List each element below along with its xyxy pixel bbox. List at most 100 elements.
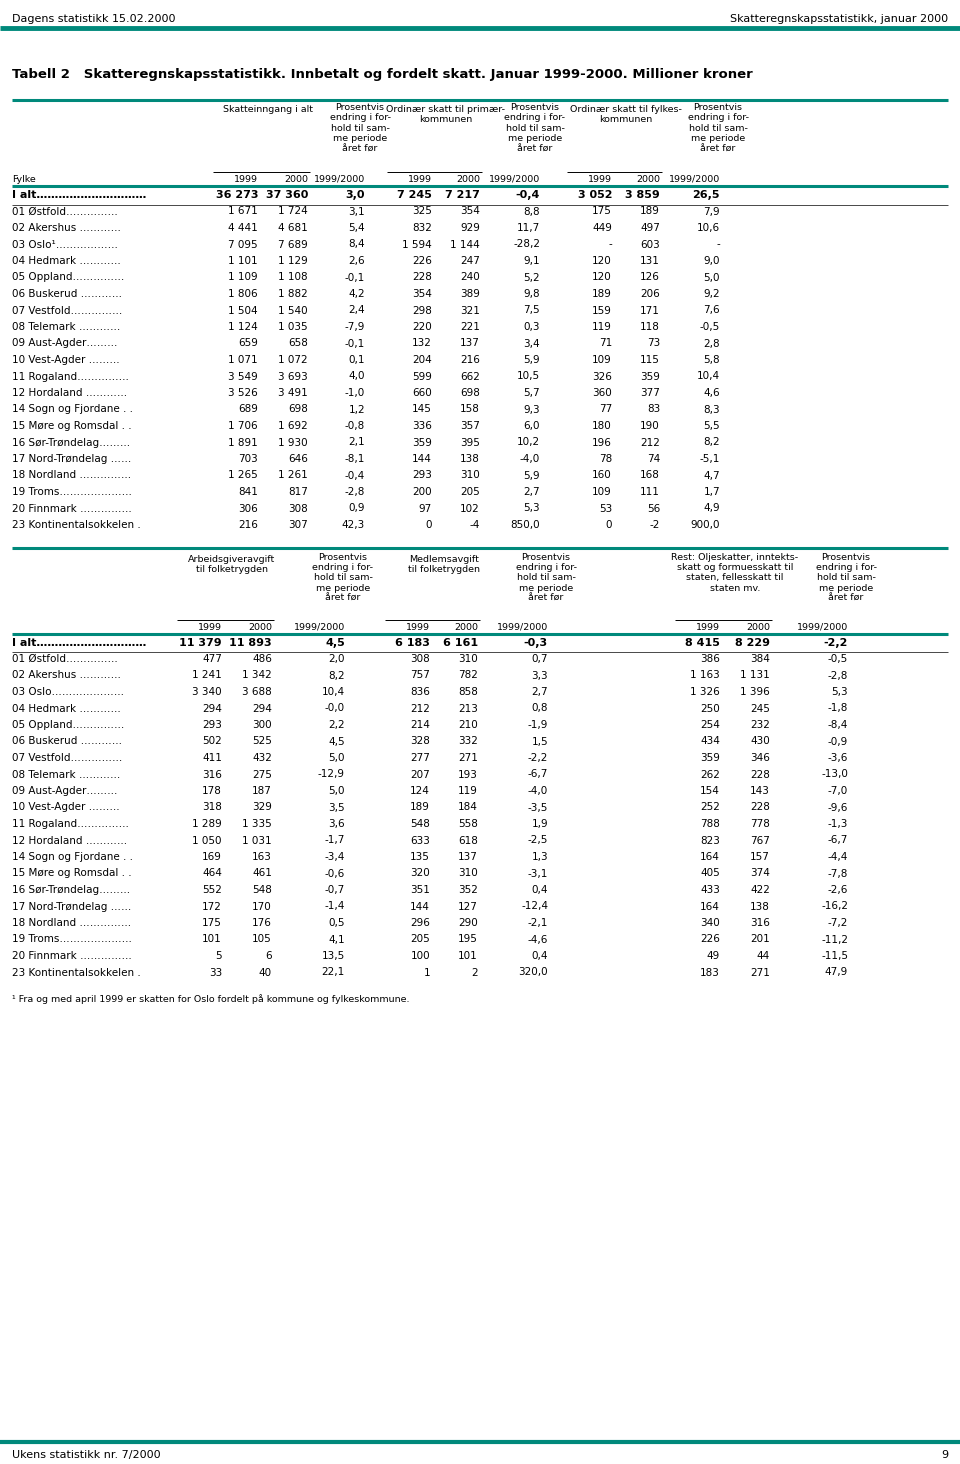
Text: 8,8: 8,8 bbox=[523, 206, 540, 217]
Text: 1 540: 1 540 bbox=[278, 306, 308, 316]
Text: 1 163: 1 163 bbox=[690, 671, 720, 681]
Text: 196: 196 bbox=[592, 438, 612, 448]
Text: 40: 40 bbox=[259, 968, 272, 978]
Text: 03 Oslo¹………………: 03 Oslo¹……………… bbox=[12, 240, 118, 249]
Text: -3,4: -3,4 bbox=[324, 852, 345, 862]
Text: 2000: 2000 bbox=[284, 176, 308, 184]
Text: 1 072: 1 072 bbox=[278, 354, 308, 365]
Text: 778: 778 bbox=[750, 818, 770, 829]
Text: 169: 169 bbox=[203, 852, 222, 862]
Text: I alt…………………………: I alt………………………… bbox=[12, 637, 146, 647]
Text: 359: 359 bbox=[700, 752, 720, 763]
Text: 552: 552 bbox=[203, 886, 222, 895]
Text: 359: 359 bbox=[412, 438, 432, 448]
Text: 49: 49 bbox=[707, 952, 720, 960]
Text: -1,0: -1,0 bbox=[345, 388, 365, 398]
Text: 633: 633 bbox=[410, 836, 430, 846]
Text: -0,1: -0,1 bbox=[345, 272, 365, 283]
Text: 1 144: 1 144 bbox=[450, 240, 480, 249]
Text: 119: 119 bbox=[458, 786, 478, 796]
Text: 200: 200 bbox=[413, 488, 432, 496]
Text: Prosentvis
endring i for-
hold til sam-
me periode
året før: Prosentvis endring i for- hold til sam- … bbox=[329, 102, 391, 154]
Text: 19 Troms…………………: 19 Troms………………… bbox=[12, 488, 132, 496]
Text: -7,9: -7,9 bbox=[345, 322, 365, 332]
Text: 5,8: 5,8 bbox=[704, 354, 720, 365]
Text: 1 882: 1 882 bbox=[278, 288, 308, 299]
Text: -2,8: -2,8 bbox=[828, 671, 848, 681]
Text: 1 396: 1 396 bbox=[740, 687, 770, 697]
Text: 8,4: 8,4 bbox=[348, 240, 365, 249]
Text: -9,6: -9,6 bbox=[828, 802, 848, 813]
Text: 213: 213 bbox=[458, 704, 478, 713]
Text: 20 Finnmark ……………: 20 Finnmark …………… bbox=[12, 952, 132, 960]
Text: 0,4: 0,4 bbox=[532, 886, 548, 895]
Text: -: - bbox=[716, 240, 720, 249]
Text: 1999: 1999 bbox=[406, 622, 430, 631]
Text: 646: 646 bbox=[288, 454, 308, 464]
Text: 316: 316 bbox=[750, 918, 770, 928]
Text: -2: -2 bbox=[650, 520, 660, 530]
Text: Arbeidsgiveravgift
til folketrygden: Arbeidsgiveravgift til folketrygden bbox=[188, 555, 276, 574]
Text: 0,3: 0,3 bbox=[523, 322, 540, 332]
Text: 7 217: 7 217 bbox=[445, 190, 480, 201]
Text: 5,2: 5,2 bbox=[523, 272, 540, 283]
Text: -7,2: -7,2 bbox=[828, 918, 848, 928]
Text: 328: 328 bbox=[410, 736, 430, 747]
Text: Dagens statistikk 15.02.2000: Dagens statistikk 15.02.2000 bbox=[12, 15, 176, 23]
Text: 660: 660 bbox=[412, 388, 432, 398]
Text: 184: 184 bbox=[458, 802, 478, 813]
Text: 5,7: 5,7 bbox=[523, 388, 540, 398]
Text: 157: 157 bbox=[750, 852, 770, 862]
Text: 78: 78 bbox=[599, 454, 612, 464]
Text: 170: 170 bbox=[252, 902, 272, 912]
Text: 17 Nord-Trøndelag ……: 17 Nord-Trøndelag …… bbox=[12, 454, 132, 464]
Text: -0,3: -0,3 bbox=[524, 637, 548, 647]
Text: Tabell 2   Skatteregnskapsstatistikk. Innbetalt og fordelt skatt. Januar 1999-20: Tabell 2 Skatteregnskapsstatistikk. Innb… bbox=[12, 67, 753, 81]
Text: -11,5: -11,5 bbox=[821, 952, 848, 960]
Text: 19 Troms…………………: 19 Troms………………… bbox=[12, 934, 132, 944]
Text: 8 415: 8 415 bbox=[685, 637, 720, 647]
Text: 307: 307 bbox=[288, 520, 308, 530]
Text: 310: 310 bbox=[460, 470, 480, 480]
Text: 1: 1 bbox=[423, 968, 430, 978]
Text: 464: 464 bbox=[203, 868, 222, 878]
Text: 4,7: 4,7 bbox=[704, 470, 720, 480]
Text: 143: 143 bbox=[750, 786, 770, 796]
Text: 329: 329 bbox=[252, 802, 272, 813]
Text: -0,6: -0,6 bbox=[324, 868, 345, 878]
Text: 53: 53 bbox=[599, 504, 612, 514]
Text: -7,8: -7,8 bbox=[828, 868, 848, 878]
Text: 44: 44 bbox=[756, 952, 770, 960]
Text: 9,8: 9,8 bbox=[523, 288, 540, 299]
Text: 1999: 1999 bbox=[408, 176, 432, 184]
Text: 154: 154 bbox=[700, 786, 720, 796]
Text: 17 Nord-Trøndelag ……: 17 Nord-Trøndelag …… bbox=[12, 902, 132, 912]
Text: 558: 558 bbox=[458, 818, 478, 829]
Text: 120: 120 bbox=[592, 272, 612, 283]
Text: 0: 0 bbox=[606, 520, 612, 530]
Text: -3,1: -3,1 bbox=[528, 868, 548, 878]
Text: 214: 214 bbox=[410, 720, 430, 731]
Text: 262: 262 bbox=[700, 770, 720, 779]
Text: -0,4: -0,4 bbox=[345, 470, 365, 480]
Text: 77: 77 bbox=[599, 404, 612, 414]
Text: 1,9: 1,9 bbox=[532, 818, 548, 829]
Text: 395: 395 bbox=[460, 438, 480, 448]
Text: 788: 788 bbox=[700, 818, 720, 829]
Text: 2,1: 2,1 bbox=[348, 438, 365, 448]
Text: 212: 212 bbox=[410, 704, 430, 713]
Text: 5,3: 5,3 bbox=[523, 504, 540, 514]
Text: 216: 216 bbox=[460, 354, 480, 365]
Text: 105: 105 bbox=[252, 934, 272, 944]
Text: 18 Nordland ……………: 18 Nordland …………… bbox=[12, 918, 132, 928]
Text: 1 342: 1 342 bbox=[242, 671, 272, 681]
Text: 1 035: 1 035 bbox=[278, 322, 308, 332]
Text: 189: 189 bbox=[640, 206, 660, 217]
Text: 1999: 1999 bbox=[588, 176, 612, 184]
Text: 1999/2000: 1999/2000 bbox=[489, 176, 540, 184]
Text: 502: 502 bbox=[203, 736, 222, 747]
Text: 310: 310 bbox=[458, 868, 478, 878]
Text: 352: 352 bbox=[458, 886, 478, 895]
Text: 205: 205 bbox=[410, 934, 430, 944]
Text: 318: 318 bbox=[203, 802, 222, 813]
